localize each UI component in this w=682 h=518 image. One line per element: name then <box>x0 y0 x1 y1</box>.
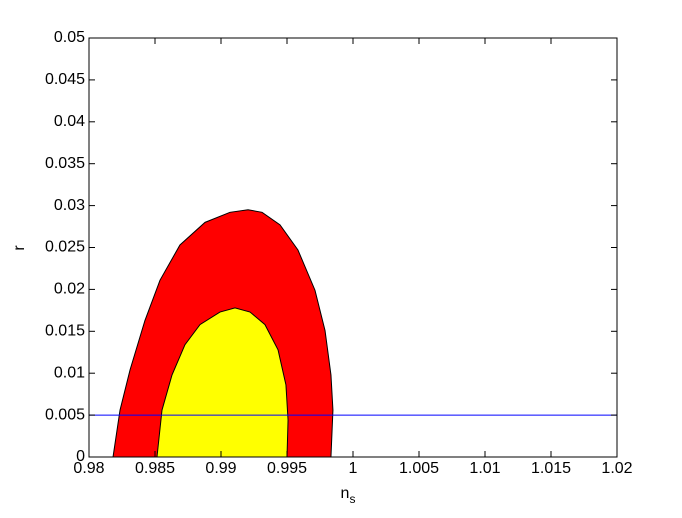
y-tick-label: 0.045 <box>45 71 85 88</box>
x-axis-label: ns <box>341 485 356 506</box>
y-tick-label: 0.04 <box>54 113 85 130</box>
y-tick-label: 0.02 <box>54 281 85 298</box>
y-tick-label: 0 <box>76 448 85 465</box>
y-tick-label: 0.05 <box>54 29 85 46</box>
y-tick-label: 0.03 <box>54 197 85 214</box>
x-tick-label: 1.01 <box>469 460 500 477</box>
x-tick-label: 0.99 <box>205 460 236 477</box>
x-tick-label: 1.015 <box>531 460 571 477</box>
contour-region <box>156 307 289 458</box>
x-label-subscript: s <box>349 492 355 506</box>
x-tick-label: 1.005 <box>399 460 439 477</box>
y-tick-label: 0.015 <box>45 323 85 340</box>
y-tick-label: 0.035 <box>45 155 85 172</box>
y-axis-label: r <box>11 245 28 251</box>
y-tick-label: 0.005 <box>45 406 85 423</box>
x-tick-label: 0.985 <box>135 460 175 477</box>
x-tick-label: 1.02 <box>601 460 632 477</box>
x-label-base: n <box>341 485 350 502</box>
y-tick-label: 0.01 <box>54 364 85 381</box>
y-tick-label: 0.025 <box>45 239 85 256</box>
x-tick-label: 0.98 <box>73 460 104 477</box>
x-tick-label: 1 <box>349 460 358 477</box>
x-tick-label: 0.995 <box>267 460 307 477</box>
